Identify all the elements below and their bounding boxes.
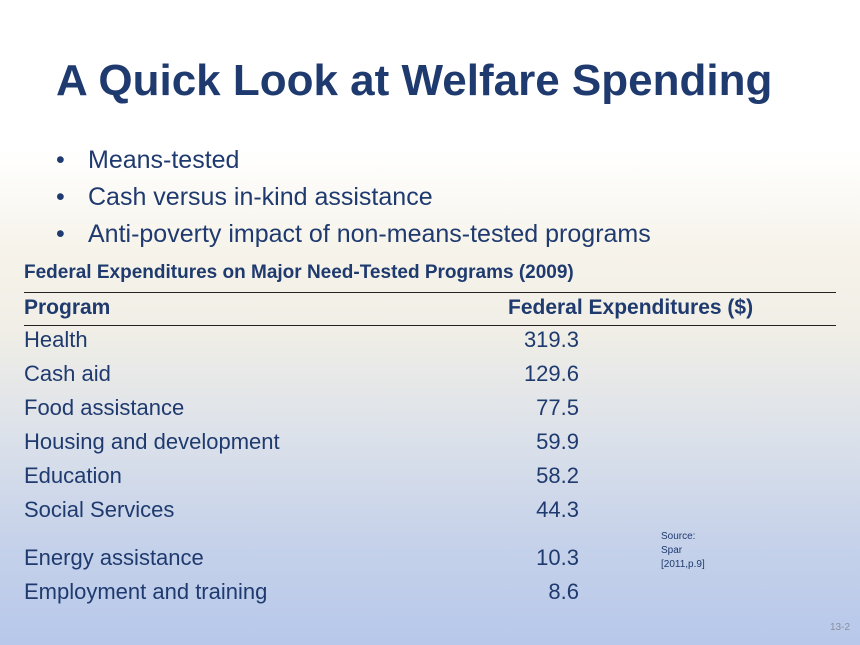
- program-cell: Education: [24, 463, 122, 488]
- expenditure-cell: 58.2: [536, 463, 579, 488]
- bullet-dot-icon: •: [56, 146, 65, 174]
- bullet-list: • Means-tested • Cash versus in-kind ass…: [56, 143, 651, 254]
- program-cell: Food assistance: [24, 395, 185, 420]
- slide-title: A Quick Look at Welfare Spending: [56, 56, 773, 105]
- table-row: Housing and development 59.9: [24, 429, 836, 461]
- program-cell: Employment and training: [24, 579, 268, 604]
- page-number: 13-2: [829, 622, 850, 633]
- expenditure-cell: 8.6: [548, 579, 579, 604]
- table-row: Health 319.3: [24, 327, 836, 359]
- program-cell: Health: [24, 327, 88, 352]
- table-top-rule: [24, 292, 836, 293]
- column-header-program: Program: [24, 296, 111, 319]
- table-row: Food assistance 77.5: [24, 395, 836, 427]
- table-header-rule: [24, 325, 836, 326]
- table-row: Education 58.2: [24, 463, 836, 495]
- source-line: Source:: [661, 531, 696, 542]
- source-note: Source: Spar [2011,p.9]: [661, 530, 705, 572]
- table-row: Employment and training 8.6: [24, 579, 836, 611]
- expenditure-cell: 77.5: [536, 395, 579, 420]
- table-row: Social Services 44.3: [24, 497, 836, 529]
- bullet-dot-icon: •: [56, 183, 65, 211]
- bullet-dot-icon: •: [56, 220, 65, 248]
- program-cell: Cash aid: [24, 361, 111, 386]
- program-cell: Housing and development: [24, 429, 280, 454]
- bullet-item: • Means-tested: [56, 143, 651, 180]
- source-line: Spar: [661, 545, 683, 556]
- source-line: [2011,p.9]: [661, 559, 705, 570]
- expenditure-cell: 129.6: [523, 361, 579, 386]
- bullet-text: Anti-poverty impact of non-means-tested …: [88, 220, 651, 248]
- bullet-item: • Cash versus in-kind assistance: [56, 180, 651, 217]
- column-header-expenditures: Federal Expenditures ($): [508, 296, 754, 319]
- expenditure-cell: 10.3: [536, 545, 579, 570]
- program-cell: Social Services: [24, 497, 175, 522]
- table-row: Energy assistance 10.3: [24, 545, 836, 577]
- expenditure-cell: 319.3: [523, 327, 579, 352]
- expenditure-cell: 44.3: [536, 497, 579, 522]
- expenditure-cell: 59.9: [536, 429, 579, 454]
- program-cell: Energy assistance: [24, 545, 204, 570]
- bullet-item: • Anti-poverty impact of non-means-teste…: [56, 217, 651, 254]
- table-caption: Federal Expenditures on Major Need-Teste…: [24, 262, 574, 283]
- table-header-row: Program Federal Expenditures ($): [24, 296, 836, 324]
- bullet-text: Cash versus in-kind assistance: [88, 183, 433, 211]
- table-row: Cash aid 129.6: [24, 361, 836, 393]
- bullet-text: Means-tested: [88, 146, 240, 174]
